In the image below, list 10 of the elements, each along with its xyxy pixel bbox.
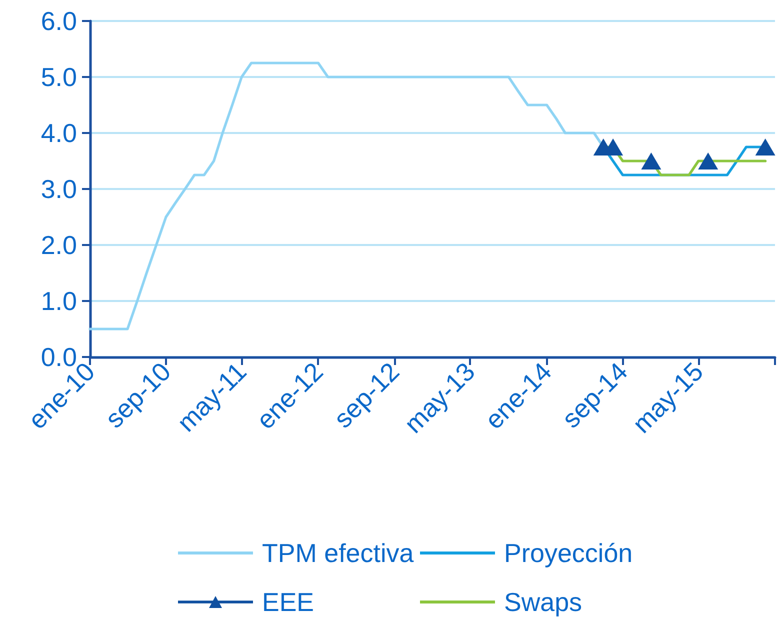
legend-label: Proyección: [504, 538, 633, 568]
y-tick-label: 4.0: [40, 118, 77, 148]
y-tick-label: 2.0: [40, 230, 77, 260]
y-tick-label: 1.0: [40, 286, 77, 316]
legend-label: EEE: [262, 587, 314, 617]
y-tick-label: 6.0: [40, 6, 77, 36]
legend-label: Swaps: [504, 587, 582, 617]
y-tick-label: 3.0: [40, 174, 77, 204]
legend-label: TPM efectiva: [262, 538, 414, 568]
y-tick-label: 5.0: [40, 62, 77, 92]
